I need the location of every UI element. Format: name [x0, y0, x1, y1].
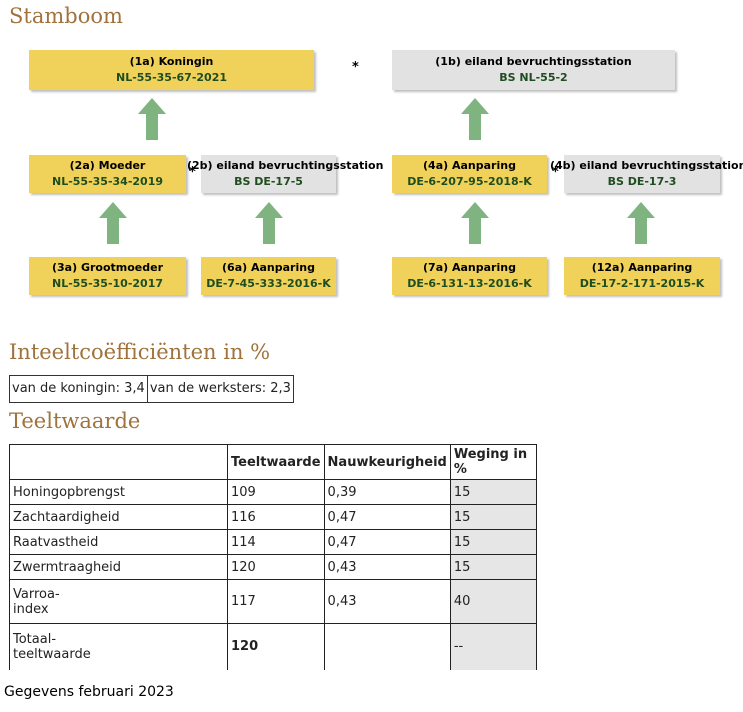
node-title: (2b) eiland bevruchtingsstation	[187, 159, 384, 172]
pedigree-node-2b[interactable]: (2b) eiland bevruchtingsstation BS DE-17…	[187, 155, 383, 193]
node-title: (1b) eiland bevruchtingsstation	[435, 55, 632, 68]
node-title: (2a) Moeder	[69, 159, 146, 172]
row-weight: 15	[449, 529, 537, 555]
header-value: Teeltwaarde	[227, 444, 325, 480]
node-code: DE-7-45-333-2016-K	[206, 277, 331, 290]
pedigree-node-6a[interactable]: (6a) Aanparing DE-7-45-333-2016-K	[201, 257, 336, 295]
node-title: (4a) Aanparing	[423, 159, 516, 172]
node-code: NL-55-35-34-2019	[51, 175, 163, 188]
mate-symbol: *	[552, 165, 559, 180]
pedigree-node-1b[interactable]: (1b) eiland bevruchtingsstation BS NL-55…	[392, 50, 675, 90]
table-row: Raatvastheid 114 0,47 15	[9, 529, 537, 555]
node-code: NL-55-35-10-2017	[51, 277, 163, 290]
node-code: NL-55-35-67-2021	[115, 71, 227, 84]
row-accuracy: 0,39	[323, 479, 451, 505]
row-name: Varroa- index	[9, 579, 228, 624]
node-title: (1a) Koningin	[129, 55, 214, 68]
row-weight: 15	[449, 479, 537, 505]
row-name: Honingopbrengst	[9, 479, 228, 505]
pedigree-node-4b[interactable]: (4b) eiland bevruchtingsstation BS DE-17…	[550, 155, 743, 193]
up-arrow-icon	[627, 202, 655, 244]
row-value: 120	[227, 623, 325, 670]
node-code: BS DE-17-5	[234, 175, 303, 188]
breeding-value-title: Teeltwaarde	[9, 409, 141, 433]
table-row: Zachtaardigheid 116 0,47 15	[9, 504, 537, 530]
row-accuracy: 0,43	[323, 579, 451, 624]
node-code: DE-17-2-171-2015-K	[579, 277, 705, 290]
node-title: (12a) Aanparing	[591, 261, 693, 274]
row-weight: --	[449, 623, 537, 670]
node-title: (7a) Aanparing	[423, 261, 516, 274]
pedigree-node-12a[interactable]: (12a) Aanparing DE-17-2-171-2015-K	[564, 257, 720, 295]
row-weight: 40	[449, 579, 537, 624]
row-accuracy: 0,47	[323, 529, 451, 555]
row-value: 114	[227, 529, 325, 555]
node-code: BS NL-55-2	[499, 71, 568, 84]
node-code: DE-6-131-13-2016-K	[407, 277, 532, 290]
row-accuracy: 0,47	[323, 504, 451, 530]
up-arrow-icon	[461, 98, 489, 140]
header-accuracy: Nauwkeurigheid	[323, 444, 451, 480]
up-arrow-icon	[99, 202, 127, 244]
row-name: Raatvastheid	[9, 529, 228, 555]
row-accuracy: 0,43	[323, 554, 451, 580]
row-weight: 15	[449, 504, 537, 530]
row-accuracy	[323, 623, 451, 670]
pedigree-title: Stamboom	[9, 4, 123, 28]
pedigree-node-2a[interactable]: (2a) Moeder NL-55-35-34-2019	[29, 155, 186, 193]
node-code: DE-6-207-95-2018-K	[407, 175, 532, 188]
pedigree-node-3a[interactable]: (3a) Grootmoeder NL-55-35-10-2017	[29, 257, 186, 295]
node-title: (4b) eiland bevruchtingsstation	[550, 159, 743, 172]
header-empty	[9, 444, 228, 480]
table-row: Zwermtraagheid 120 0,43 15	[9, 554, 537, 580]
pedigree-node-7a[interactable]: (7a) Aanparing DE-6-131-13-2016-K	[392, 257, 547, 295]
pedigree-node-4a[interactable]: (4a) Aanparing DE-6-207-95-2018-K	[392, 155, 547, 193]
up-arrow-icon	[461, 202, 489, 244]
row-name: Totaal- teeltwaarde	[9, 623, 228, 670]
inbreeding-workers: van de werksters: 2,3	[146, 376, 293, 402]
row-weight: 15	[449, 554, 537, 580]
row-name: Zwermtraagheid	[9, 554, 228, 580]
row-name: Zachtaardigheid	[9, 504, 228, 530]
up-arrow-icon	[138, 98, 166, 140]
mate-symbol: *	[189, 165, 196, 180]
row-value: 120	[227, 554, 325, 580]
node-title: (6a) Aanparing	[222, 261, 315, 274]
table-row-total: Totaal- teeltwaarde 120 --	[9, 623, 537, 670]
inbreeding-queen: van de koningin: 3,4	[12, 381, 145, 396]
pedigree-node-1a[interactable]: (1a) Koningin NL-55-35-67-2021	[29, 50, 314, 90]
up-arrow-icon	[255, 202, 283, 244]
row-value: 117	[227, 579, 325, 624]
data-date-footer: Gegevens februari 2023	[4, 684, 174, 700]
inbreeding-box: van de koningin: 3,4 van de werksters: 2…	[9, 375, 294, 403]
node-code: BS DE-17-3	[607, 175, 677, 188]
inbreeding-title: Inteeltcoëfficiënten in %	[9, 340, 271, 364]
node-title: (3a) Grootmoeder	[51, 261, 164, 274]
table-header-row: Teeltwaarde Nauwkeurigheid Weging in %	[9, 444, 537, 480]
mate-symbol: *	[352, 60, 359, 75]
breeding-value-table: Teeltwaarde Nauwkeurigheid Weging in % H…	[9, 444, 537, 670]
table-row: Honingopbrengst 109 0,39 15	[9, 479, 537, 505]
row-value: 109	[227, 479, 325, 505]
header-weight: Weging in %	[449, 444, 537, 480]
table-row: Varroa- index 117 0,43 40	[9, 579, 537, 624]
row-value: 116	[227, 504, 325, 530]
